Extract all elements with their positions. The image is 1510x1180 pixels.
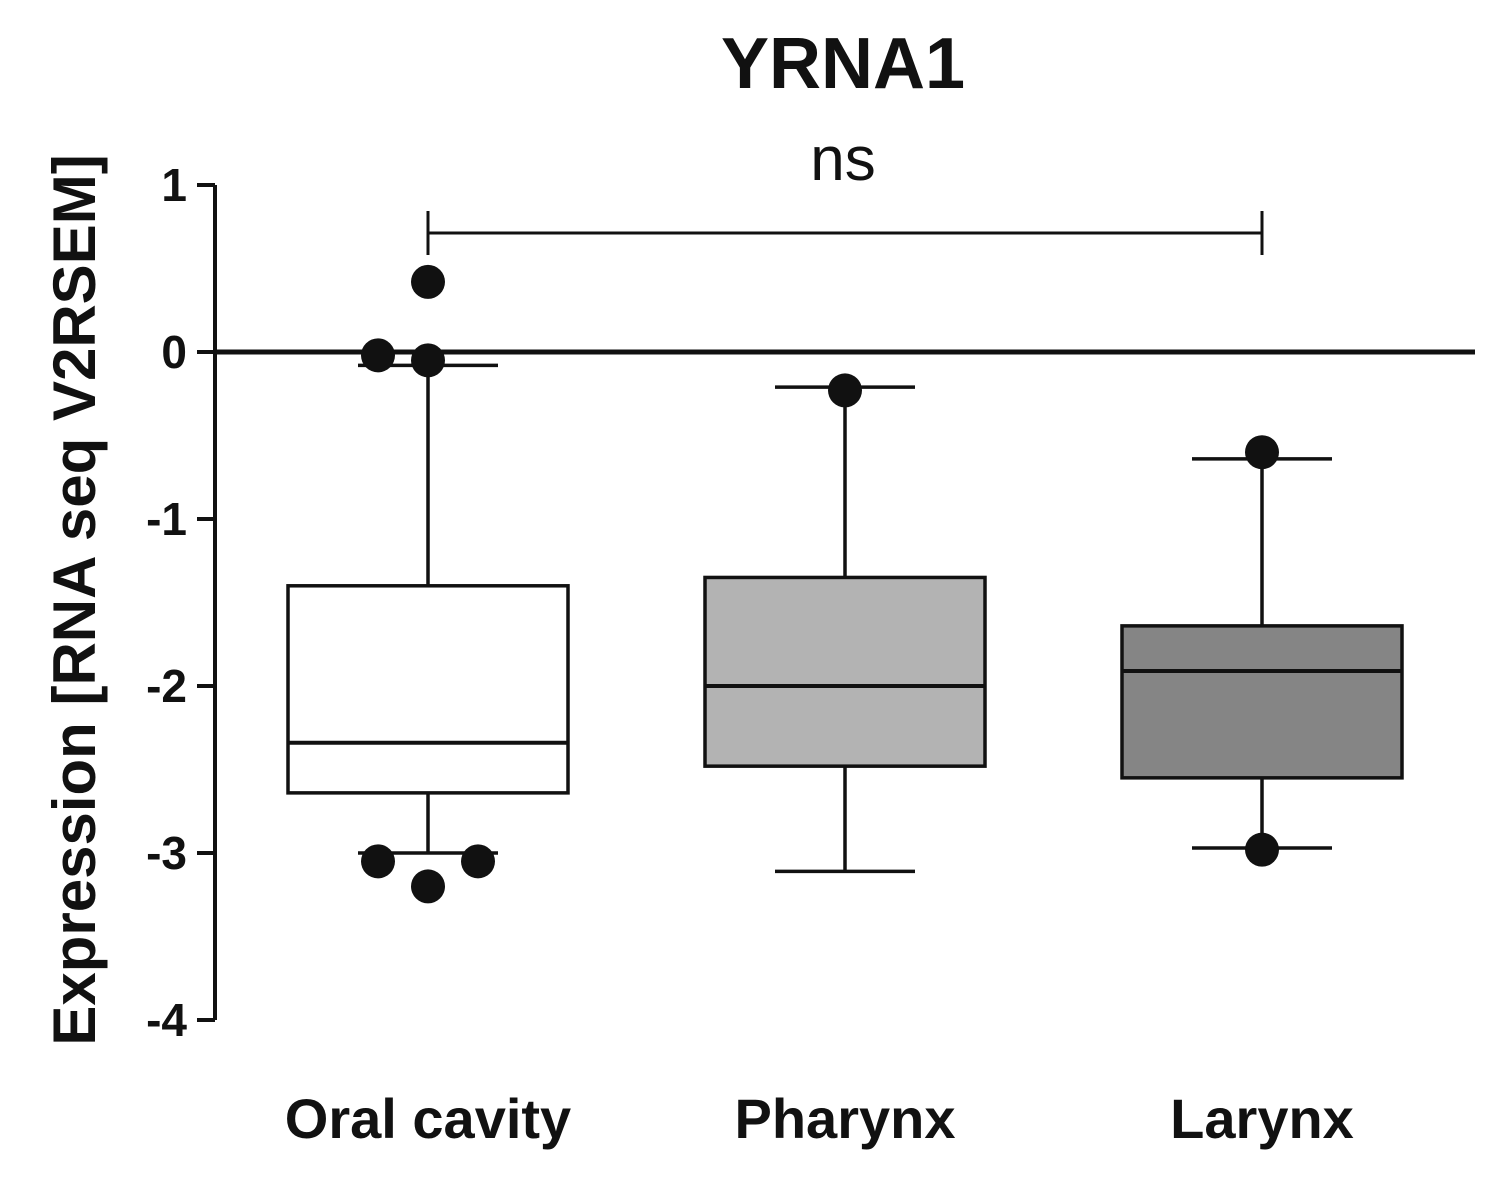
x-category-label: Larynx (1170, 1087, 1354, 1150)
outlier-point (411, 869, 445, 904)
x-category-label: Oral cavity (285, 1087, 571, 1150)
y-tick-label: -1 (146, 493, 187, 545)
outlier-point (411, 264, 445, 299)
outlier-point (828, 373, 862, 408)
outlier-point (361, 338, 395, 373)
box-larynx (1120, 435, 1404, 867)
significance-bracket (426, 211, 1264, 255)
outlier-point (1245, 435, 1279, 470)
chart-title: YRNA1 (721, 24, 965, 104)
outlier-point (461, 844, 495, 879)
x-category-label: Pharynx (735, 1087, 956, 1150)
y-tick-label: -3 (146, 827, 187, 879)
box-oral-cavity (286, 264, 570, 904)
box-pharynx (703, 373, 987, 874)
box-iqr (703, 575, 987, 768)
y-axis: 1 0 -1 -2 -3 -4 (146, 159, 217, 1046)
y-axis-label: Expression [RNA seq V2RSEM] (41, 154, 108, 1045)
box-plot-series (286, 264, 1404, 904)
box-iqr (286, 584, 570, 795)
y-tick-label: 0 (161, 326, 187, 378)
significance-label: ns (810, 125, 875, 194)
outlier-point (411, 343, 445, 378)
outlier-point (361, 844, 395, 879)
y-tick-label: 1 (161, 159, 187, 211)
category-labels: Oral cavity Pharynx Larynx (285, 1087, 1354, 1150)
y-tick-label: -2 (146, 660, 187, 712)
y-tick-label: -4 (146, 994, 187, 1046)
box-iqr (1120, 624, 1404, 780)
outlier-point (1245, 832, 1279, 867)
